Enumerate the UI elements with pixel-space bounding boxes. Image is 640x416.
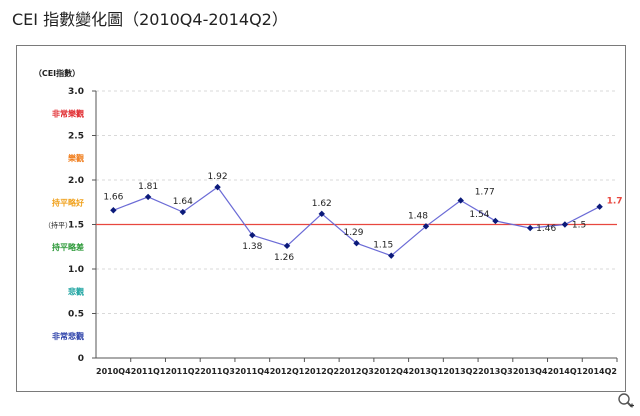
data-point-marker [110,207,117,214]
chart-frame: （CEI指數） 3.0 2.5 2.0 1.5 1.0 0.5 0 非常樂觀樂觀持平略好持平略差… [16,45,626,392]
data-point-marker [422,223,430,230]
x-tick-label: 2011Q1 [131,367,166,376]
x-tick-label: 2011Q4 [235,367,270,376]
magnify-plus-icon[interactable] [617,392,635,410]
data-point-marker [596,203,603,210]
x-tick-label: 2013Q3 [478,367,513,376]
cei-line-chart: （CEI指數） 3.0 2.5 2.0 1.5 1.0 0.5 0 非常樂觀樂觀持平略好持平略差… [34,68,623,376]
x-tick-label: 2013Q1 [409,367,444,376]
data-label: 1.29 [343,228,363,238]
data-label: 1.64 [173,197,193,207]
data-label: 1.62 [312,199,332,209]
zone-label: 非常樂觀 [52,108,84,118]
x-tick-label: 2014Q2 [582,367,617,376]
reference-line-label: （持平） [44,221,72,230]
y-tick-label: 3.0 [68,87,84,97]
data-label: 1.92 [208,172,228,182]
zone-label: 悲觀 [68,286,84,296]
x-tick-label: 2012Q2 [304,367,339,376]
data-label: 1.81 [138,182,158,192]
x-tick-label: 2014Q1 [548,367,583,376]
x-tick-label: 2012Q3 [339,367,374,376]
data-point-marker [457,197,464,204]
x-tick-label: 2011Q2 [166,367,201,376]
y-tick-label: 1.0 [68,265,84,275]
zone-label: 樂觀 [67,153,84,163]
page-title: CEI 指數變化圖（2010Q4-2014Q2） [12,10,288,29]
y-tick-label: 2.5 [68,132,84,142]
data-label: 1.54 [469,210,489,220]
zone-label: 持平略差 [52,242,84,252]
zone-label: 持平略好 [52,197,84,207]
data-label: 1.48 [408,211,428,221]
data-label: 1.77 [475,187,495,197]
data-label: 1.66 [103,192,123,202]
x-tick-label: 2013Q2 [443,367,478,376]
data-point-marker [353,239,360,247]
zone-label: 非常悲觀 [52,331,84,341]
data-label: 1.5 [572,221,586,231]
x-tick-label: 2013Q4 [513,367,548,376]
data-point-marker [144,193,152,201]
x-tick-label: 2012Q4 [374,367,409,376]
y-tick-label: 0 [78,354,84,364]
data-point-marker [492,217,499,225]
data-point-marker [561,221,569,228]
data-point-marker [388,252,395,259]
x-tick-label: 2012Q1 [270,367,305,376]
x-tick-label: 2010Q4 [96,367,131,376]
data-label: 1.46 [536,224,556,234]
data-point-marker [249,231,256,239]
data-label: 1.38 [242,242,262,252]
y-tick-label: 2.0 [68,176,84,186]
data-label: 1.7 [607,197,623,207]
data-point-marker [283,242,291,250]
y-tick-label: 1.5 [68,221,84,231]
data-label: 1.26 [274,253,294,263]
data-point-marker [179,208,187,216]
data-point-marker [526,224,534,232]
y-tick-label: 0.5 [68,310,84,320]
data-point-marker [214,183,221,191]
data-point-marker [318,210,325,218]
y-axis-title: （CEI指數） [34,68,80,78]
x-tick-label: 2011Q3 [200,367,235,376]
data-label: 1.15 [373,241,393,251]
